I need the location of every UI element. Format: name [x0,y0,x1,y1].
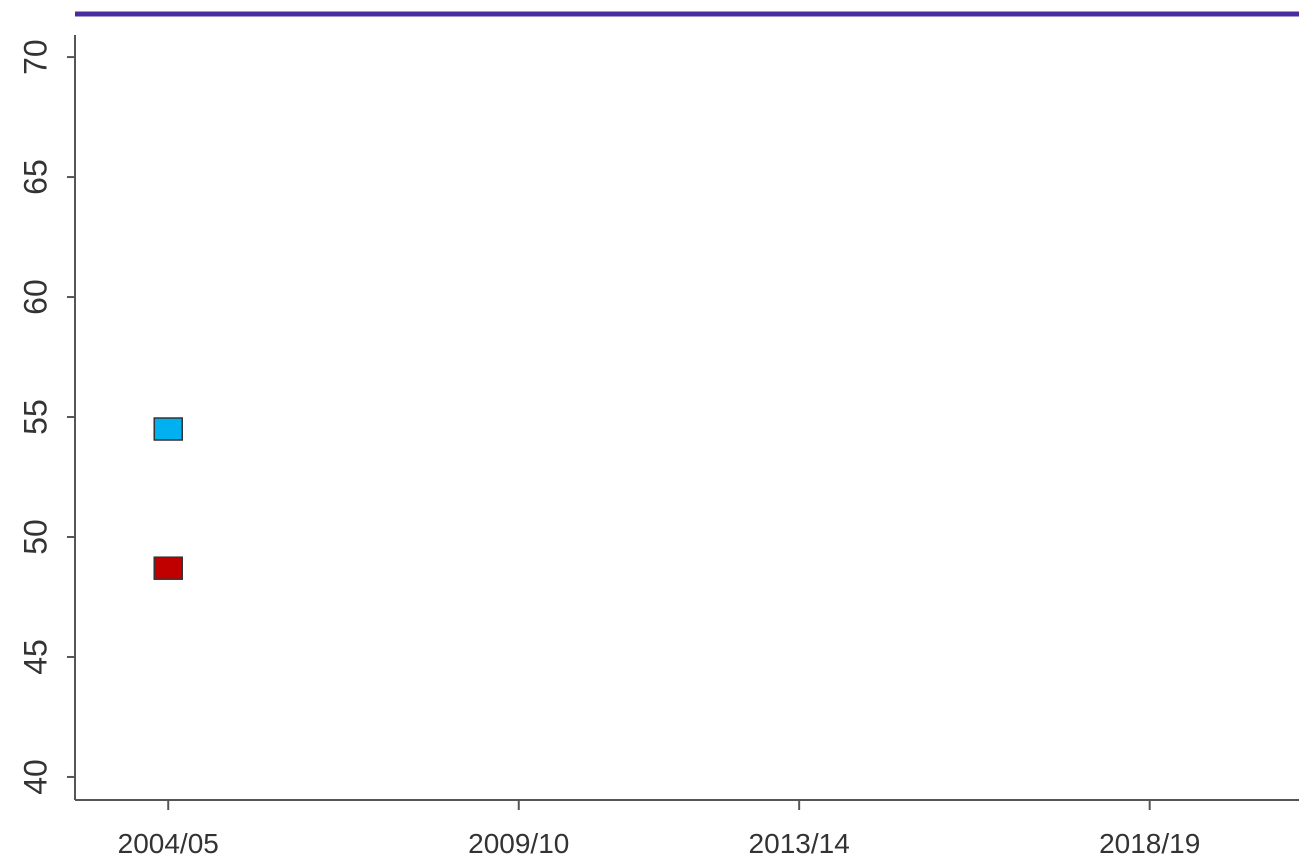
y-tick-label: 60 [17,279,53,315]
point [153,417,183,441]
x-tick-label: 2018/19 [1099,828,1200,858]
y-tick-label: 55 [17,399,53,435]
x-tick-label: 2013/14 [749,828,850,858]
y-tick-label: 45 [17,639,53,675]
x-tick-label: 2004/05 [118,828,219,858]
x-tick-label: 2009/10 [468,828,569,858]
y-tick-label: 40 [17,759,53,795]
point [153,556,183,580]
y-tick-label: 50 [17,519,53,555]
y-tick-label: 65 [17,159,53,195]
y-tick-label: 70 [17,39,53,75]
